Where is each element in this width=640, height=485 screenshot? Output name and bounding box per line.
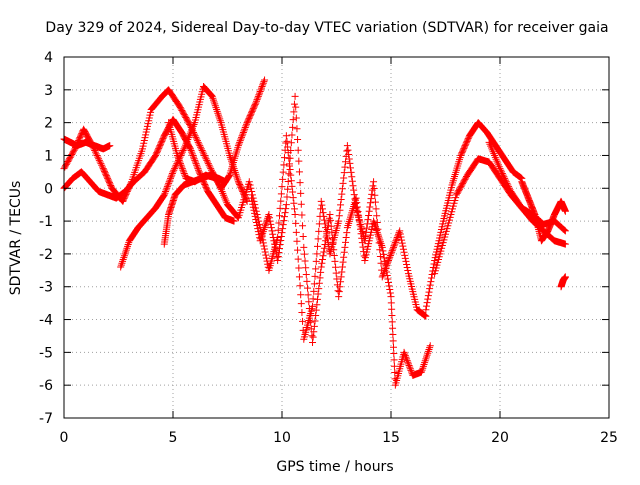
series-arc-12 [557, 273, 569, 291]
x-axis-label: GPS time / hours [276, 459, 393, 475]
data-point-markers [247, 92, 434, 389]
data-layer [60, 76, 569, 389]
plot-frame [63, 56, 610, 419]
series-arc-7 [247, 92, 434, 389]
y-tick-label: -1 [39, 214, 53, 230]
data-point-markers [518, 178, 569, 245]
data-point-markers [422, 119, 526, 314]
series-arc-11 [518, 178, 569, 245]
series-arc-4 [117, 83, 251, 271]
x-tick-label: 15 [382, 430, 400, 446]
data-point-markers [117, 83, 251, 271]
x-tick-label: 5 [169, 430, 178, 446]
y-tick-label: 1 [44, 148, 53, 164]
y-tick-label: -7 [39, 411, 53, 427]
x-tick-label: 0 [60, 430, 69, 446]
tick-layer: 0 5 10 15 20 25 -7 -6 -5 -4 -3 -2 -1 0 1 2 3 4 [39, 50, 618, 446]
y-tick-label: 0 [44, 181, 53, 197]
y-axis-label: SDTVAR / TECUs [8, 181, 24, 296]
y-tick-label: 2 [44, 116, 53, 132]
chart-title: Day 329 of 2024, Sidereal Day-to-day VTE… [45, 20, 608, 36]
y-tick-label: 3 [44, 83, 53, 99]
y-tick-label: -6 [39, 378, 53, 394]
x-tick-label: 10 [273, 430, 291, 446]
x-tick-label: 20 [491, 430, 509, 446]
x-tick-label: 25 [600, 430, 618, 446]
series-arc-6 [165, 119, 430, 343]
y-tick-label: -4 [39, 313, 53, 329]
y-tick-label: 4 [44, 50, 53, 66]
y-tick-label: -3 [39, 280, 53, 296]
data-point-markers [557, 273, 569, 291]
y-tick-label: -2 [39, 247, 53, 263]
y-tick-label: -5 [39, 345, 53, 361]
series-arc-8 [422, 119, 526, 314]
data-point-markers [165, 119, 430, 343]
